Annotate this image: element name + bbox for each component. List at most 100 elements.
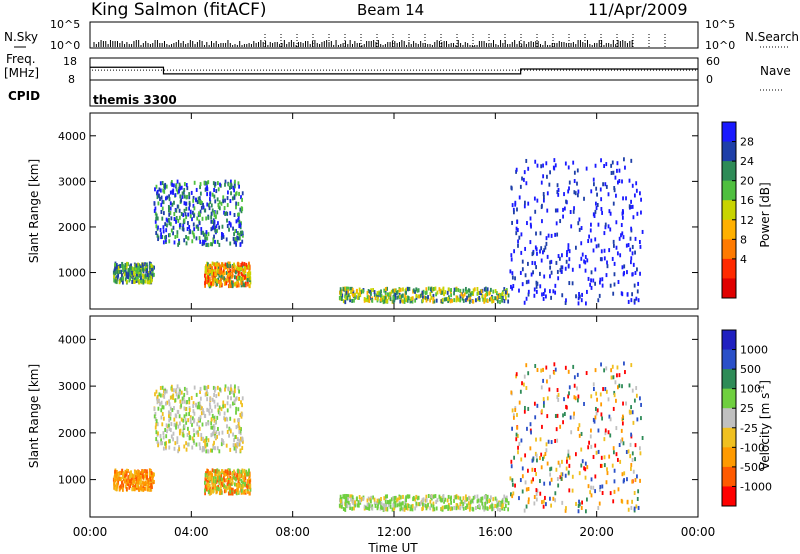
power-cell bbox=[611, 160, 614, 165]
velocity-cell bbox=[144, 469, 146, 474]
power-cell bbox=[435, 292, 438, 297]
velocity-cell bbox=[210, 433, 213, 438]
cpid-frame bbox=[89, 79, 699, 107]
velocity-cell bbox=[546, 396, 549, 401]
velocity-cell bbox=[125, 481, 128, 486]
velocity-cell bbox=[503, 506, 506, 511]
power-cell bbox=[496, 299, 499, 304]
velocity-cell bbox=[223, 483, 226, 488]
velocity-cell bbox=[223, 489, 226, 494]
velocity-cell bbox=[610, 375, 613, 380]
velocity-cell bbox=[393, 504, 396, 509]
power-cell bbox=[342, 299, 345, 304]
power-cell bbox=[597, 222, 600, 227]
colorbar-tick-label: 16 bbox=[740, 194, 754, 207]
power-cell bbox=[477, 290, 480, 295]
velocity-cell bbox=[148, 487, 151, 492]
velocity-cell bbox=[151, 474, 153, 479]
velocity-cell bbox=[151, 485, 153, 490]
velocity-cell bbox=[511, 426, 513, 431]
velocity-cell bbox=[504, 504, 507, 509]
velocity-cell bbox=[229, 470, 232, 475]
velocity-cell bbox=[180, 403, 183, 408]
velocity-cell bbox=[185, 387, 188, 392]
velocity-cell bbox=[223, 411, 226, 416]
velocity-cell bbox=[186, 400, 188, 405]
power-cell bbox=[581, 252, 584, 257]
power-cell bbox=[168, 212, 171, 217]
power-cell bbox=[239, 223, 242, 228]
power-cell bbox=[542, 174, 545, 179]
velocity-cell bbox=[561, 472, 564, 477]
velocity-cell bbox=[596, 408, 599, 413]
colorbar-frame bbox=[721, 121, 737, 299]
power-cell bbox=[549, 289, 551, 294]
velocity-cell bbox=[178, 445, 180, 450]
power-cell bbox=[631, 183, 634, 188]
velocity-cell bbox=[625, 401, 627, 406]
velocity-cell bbox=[525, 487, 528, 492]
power-cell bbox=[415, 293, 418, 298]
velocity-cell bbox=[598, 501, 601, 506]
power-cell bbox=[192, 198, 195, 203]
velocity-cell bbox=[233, 475, 236, 480]
power-cell bbox=[168, 239, 171, 244]
power-cell bbox=[229, 211, 232, 216]
power-cell bbox=[223, 210, 225, 215]
velocity-cell bbox=[516, 412, 518, 417]
velocity-cell bbox=[612, 446, 615, 451]
power-cell bbox=[612, 201, 615, 206]
power-cell bbox=[233, 282, 236, 287]
power-cell bbox=[206, 181, 208, 186]
velocity-cell bbox=[185, 420, 188, 425]
power-cell bbox=[224, 179, 227, 184]
velocity-cell bbox=[186, 391, 189, 396]
power-cell bbox=[383, 288, 386, 293]
velocity-cell bbox=[169, 428, 172, 433]
power-cell bbox=[237, 218, 239, 223]
power-cell bbox=[195, 187, 198, 192]
velocity-cell bbox=[459, 506, 462, 511]
power-cell bbox=[204, 273, 206, 278]
power-cell bbox=[443, 297, 446, 302]
velocity-cell bbox=[121, 468, 124, 473]
power-cell bbox=[235, 201, 238, 206]
velocity-cell bbox=[594, 489, 597, 494]
power-cell bbox=[512, 207, 515, 212]
velocity-cell bbox=[564, 365, 567, 370]
velocity-cell bbox=[451, 506, 454, 511]
velocity-cell bbox=[626, 477, 628, 482]
velocity-cell bbox=[161, 411, 164, 416]
velocity-cell bbox=[404, 503, 407, 508]
velocity-cell bbox=[567, 453, 570, 458]
velocity-cell bbox=[384, 499, 387, 504]
velocity-cell bbox=[613, 393, 616, 398]
velocity-cell bbox=[344, 500, 347, 505]
power-cell bbox=[575, 245, 577, 250]
power-cell bbox=[203, 208, 206, 213]
velocity-cell bbox=[505, 497, 507, 502]
power-cell bbox=[135, 263, 138, 268]
power-cell bbox=[518, 195, 521, 200]
velocity-cell bbox=[210, 421, 213, 426]
nsky-bars bbox=[93, 34, 666, 47]
power-cell bbox=[568, 249, 571, 254]
power-cell bbox=[125, 279, 128, 284]
power-cell bbox=[371, 298, 374, 303]
power-cell bbox=[228, 185, 231, 190]
power-cell bbox=[568, 186, 570, 191]
velocity-cell bbox=[515, 374, 517, 379]
power-cell bbox=[536, 281, 539, 286]
velocity-cell bbox=[519, 389, 522, 394]
velocity-cell bbox=[477, 505, 479, 510]
velocity-cell bbox=[212, 385, 215, 390]
velocity-cell bbox=[216, 478, 219, 483]
power-cell bbox=[233, 212, 236, 217]
power-cell bbox=[132, 279, 135, 284]
velocity-cell bbox=[576, 386, 578, 391]
velocity-cell bbox=[520, 457, 523, 462]
power-cell bbox=[167, 233, 170, 238]
power-cell bbox=[407, 296, 410, 301]
power-cell bbox=[574, 191, 577, 196]
velocity-cell bbox=[618, 443, 621, 448]
